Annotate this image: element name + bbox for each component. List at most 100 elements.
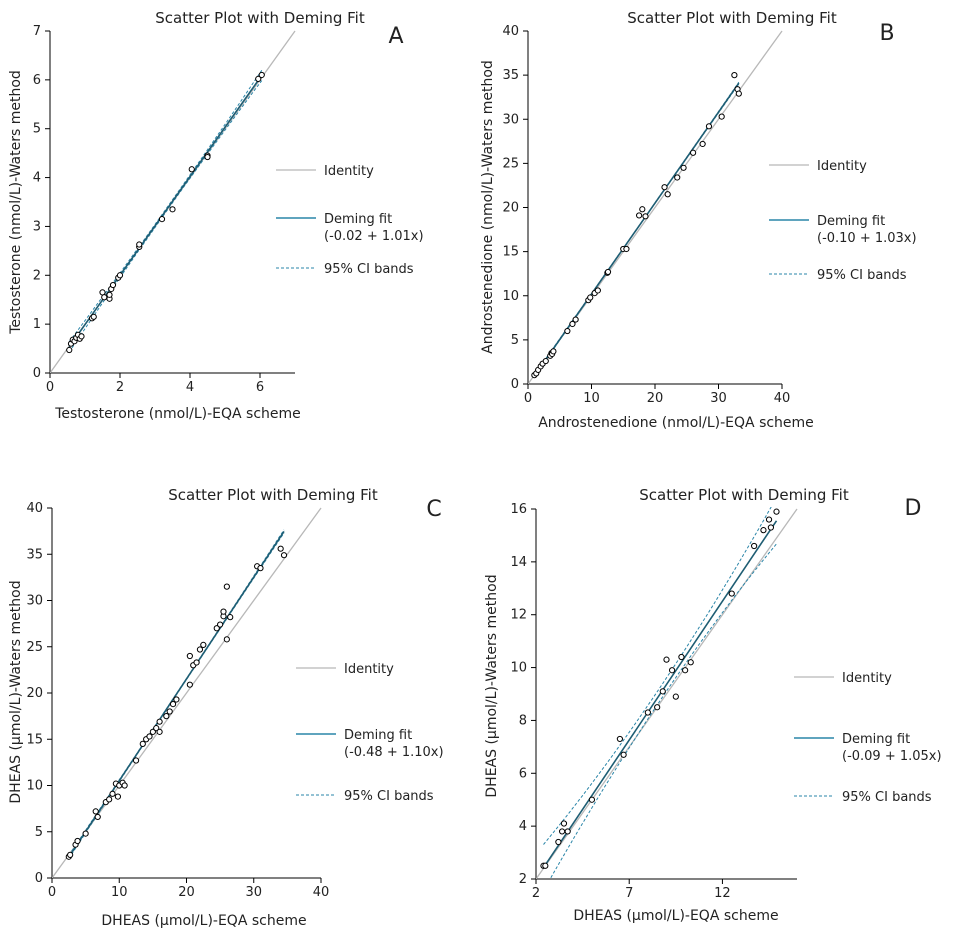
x-tick-label: 40	[313, 885, 330, 900]
x-tick-label: 10	[583, 391, 600, 406]
y-tick-label: 25	[502, 156, 519, 171]
data-point	[116, 272, 124, 279]
data-point	[678, 653, 685, 661]
data-point	[664, 191, 671, 198]
data-point	[773, 508, 780, 515]
y-tick-label: 8	[519, 713, 527, 728]
y-tick-label: 7	[33, 24, 41, 39]
data-point	[569, 320, 576, 328]
chart-title: Scatter Plot with Deming Fit	[168, 486, 378, 504]
x-tick-label: 7	[625, 886, 633, 901]
legend-ci-label: 95% CI bands	[324, 262, 414, 277]
legend-ci-label: 95% CI bands	[344, 789, 434, 804]
x-tick-label: 30	[710, 391, 727, 406]
data-point	[668, 667, 676, 674]
data-point	[257, 565, 264, 572]
data-point	[572, 316, 579, 323]
x-tick-label: 4	[186, 380, 194, 395]
data-point	[663, 656, 670, 663]
x-tick-label: 40	[774, 391, 791, 406]
data-point	[204, 153, 211, 161]
panel-a: Scatter Plot with Deming Fit A Testosteron…	[8, 9, 424, 422]
data-point	[220, 608, 227, 615]
data-point	[672, 693, 679, 700]
data-point	[196, 646, 204, 653]
data-point	[106, 796, 113, 803]
deming-fit-line	[68, 74, 263, 348]
panel-b: Scatter Plot with Deming Fit B Androstened…	[480, 9, 917, 431]
legend: Identity Deming fit (-0.02 + 1.01x) 95% CI …	[276, 164, 424, 277]
y-tick-label: 4	[519, 819, 527, 834]
x-tick-label: 20	[647, 391, 664, 406]
data-point	[588, 796, 596, 803]
x-axis-label: DHEAS (µmol/L)-EQA scheme	[573, 908, 778, 924]
legend-identity-label: Identity	[344, 662, 394, 677]
data-point	[555, 838, 562, 846]
y-tick-label: 14	[510, 555, 527, 570]
y-tick-label: 16	[510, 502, 527, 517]
data-point	[718, 113, 725, 120]
x-axis-label: Androstenedione (nmol/L)-EQA scheme	[538, 415, 814, 431]
y-tick-label: 35	[26, 547, 43, 562]
legend: Identity Deming fit (-0.48 + 1.10x) 95% CI …	[296, 662, 444, 804]
x-tick-label: 0	[524, 391, 532, 406]
data-point	[767, 524, 775, 531]
legend-identity-label: Identity	[842, 671, 892, 686]
data-point	[158, 216, 166, 223]
data-point	[106, 291, 113, 298]
chart-title: Scatter Plot with Deming Fit	[639, 486, 849, 504]
data-point	[101, 294, 108, 301]
data-point	[156, 718, 163, 725]
data-point	[735, 90, 742, 97]
data-point	[200, 641, 207, 649]
ci-lower-band	[68, 80, 263, 353]
identity-line	[536, 508, 798, 879]
x-tick-label: 0	[46, 380, 54, 395]
legend-fit-equation: (-0.09 + 1.05x)	[842, 749, 942, 764]
data-point	[587, 294, 594, 301]
x-tick-label: 20	[178, 885, 195, 900]
data-point	[636, 212, 643, 219]
data-point	[74, 837, 81, 845]
data-point	[760, 527, 767, 534]
data-point	[227, 614, 234, 621]
data-point	[255, 75, 262, 82]
data-point	[94, 813, 101, 821]
y-tick-label: 15	[502, 245, 519, 260]
data-point	[560, 820, 568, 827]
data-point	[680, 164, 687, 171]
plot-area	[50, 30, 296, 373]
deming-fit-line	[68, 530, 285, 858]
data-point	[564, 828, 571, 835]
x-tick-label: 0	[48, 885, 56, 900]
data-point	[623, 245, 630, 253]
legend-identity-label: Identity	[817, 159, 867, 174]
x-axis-label: Testosterone (nmol/L)-EQA scheme	[54, 406, 301, 422]
y-tick-label: 10	[510, 661, 527, 676]
y-axis-label: DHEAS (µmol/L)-Waters method	[484, 574, 500, 797]
legend-fit-equation: (-0.10 + 1.03x)	[817, 231, 917, 246]
y-tick-label: 30	[26, 594, 43, 609]
y-tick-label: 15	[26, 732, 43, 747]
legend-fit-label: Deming fit	[344, 728, 412, 743]
data-point	[559, 828, 566, 835]
y-tick-label: 5	[511, 333, 519, 348]
data-point	[616, 735, 623, 743]
data-point	[690, 149, 697, 156]
data-point	[153, 725, 160, 732]
data-point	[620, 751, 627, 758]
data-point	[132, 757, 140, 764]
data-point	[114, 793, 122, 800]
legend-fit-label: Deming fit	[324, 212, 392, 227]
y-tick-label: 25	[26, 640, 43, 655]
x-tick-label: 2	[532, 886, 540, 901]
data-point	[193, 659, 200, 666]
data-point	[78, 333, 85, 340]
legend-fit-equation: (-0.48 + 1.10x)	[344, 745, 444, 760]
data-point	[728, 590, 735, 597]
data-point	[169, 701, 177, 708]
y-tick-label: 4	[33, 171, 41, 186]
data-point	[90, 313, 97, 320]
data-point	[280, 552, 288, 559]
